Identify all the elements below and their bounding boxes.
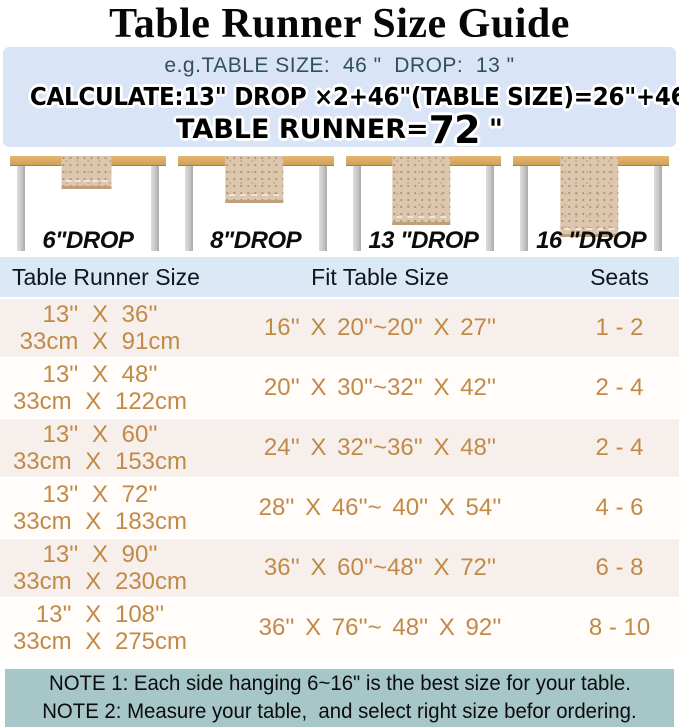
- runner-size-inches: 13'' X 108'': [35, 601, 165, 628]
- table-leg-left: [17, 165, 25, 251]
- seats-cell: 6 - 8: [595, 554, 644, 581]
- table-row: 13'' X 60'' 33cm X 153cm 24'' X 32''~36'…: [0, 419, 679, 479]
- table-leg-right: [486, 165, 495, 251]
- notes-panel: NOTE 1: Each side hanging 6~16" is the b…: [5, 669, 674, 727]
- page-title: Table Runner Size Guide: [109, 0, 570, 47]
- table-leg-right: [654, 165, 662, 251]
- table-row: 13'' X 90'' 33cm X 230cm 36'' X 60''~48'…: [0, 539, 679, 599]
- size-table: Table Runner Size Fit Table Size Seats 1…: [0, 257, 679, 659]
- fit-size-cell: 20'' X 30''~32'' X 42'': [263, 374, 497, 401]
- drop-label: 6"DROP: [42, 227, 134, 254]
- column-header-runner-size: Table Runner Size: [12, 263, 200, 290]
- table-row: 13'' X 36'' 33cm X 91cm 16'' X 20''~20''…: [0, 299, 679, 359]
- runner-size-cell: 13'' X 48'' 33cm X 122cm: [0, 361, 200, 415]
- fit-size-cell: 24'' X 32''~36'' X 48'': [263, 434, 497, 461]
- runner-size-cm: 33cm X 230cm: [12, 568, 188, 595]
- seats-cell: 2 - 4: [595, 434, 644, 461]
- runner-size-cell: 13'' X 90'' 33cm X 230cm: [0, 541, 200, 595]
- size-table-header: Table Runner Size Fit Table Size Seats: [0, 257, 679, 297]
- drop-label: 8"DROP: [210, 227, 302, 254]
- table-illustration-8-drop: 8"DROP: [177, 147, 334, 257]
- calc-formula-line: CALCULATE:13" DROP ×2+46"(TABLE SIZE)=26…: [29, 82, 679, 111]
- table-leg-right: [318, 165, 327, 251]
- fit-size-cell: 28'' X 46''~ 40'' X 54'': [258, 494, 502, 521]
- runner-size-cm: 33cm X 91cm: [19, 328, 181, 355]
- table-runner: [392, 156, 451, 225]
- table-runner: [61, 156, 112, 189]
- seats-cell: 2 - 4: [595, 374, 644, 401]
- size-table-body: 13'' X 36'' 33cm X 91cm 16'' X 20''~20''…: [0, 299, 679, 659]
- drop-label: 13 "DROP: [368, 227, 479, 254]
- runner-size-cell: 13'' X 108'' 33cm X 275cm: [0, 601, 200, 655]
- calculation-panel: e.g.TABLE SIZE: 46 " DROP: 13 " CALCULAT…: [3, 47, 679, 149]
- table-leg-left: [352, 165, 361, 251]
- runner-size-inches: 13'' X 36'': [42, 301, 158, 328]
- seats-cell: 4 - 6: [595, 494, 644, 521]
- fit-size-cell: 16'' X 20''~20'' X 27'': [263, 314, 497, 341]
- seats-cell: 1 - 2: [595, 314, 644, 341]
- table-row: 13'' X 108'' 33cm X 275cm 36'' X 76''~ 4…: [0, 599, 679, 659]
- runner-size-cm: 33cm X 122cm: [12, 388, 188, 415]
- table-row: 13'' X 48'' 33cm X 122cm 20'' X 30''~32'…: [0, 359, 679, 419]
- note-line-1: NOTE 1: Each side hanging 6~16" is the b…: [48, 672, 631, 695]
- table-row: 13'' X 72'' 33cm X 183cm 28'' X 46''~ 40…: [0, 479, 679, 539]
- table-runner: [224, 156, 283, 203]
- note-line-2: NOTE 2: Measure your table, and select r…: [42, 700, 637, 723]
- table-runner: [560, 156, 619, 237]
- runner-size-inches: 13'' X 90'': [42, 541, 158, 568]
- table-leg-right: [150, 165, 159, 251]
- runner-size-cm: 33cm X 275cm: [12, 628, 188, 655]
- calc-result-value: 72: [428, 108, 481, 152]
- table-leg-left: [520, 165, 529, 251]
- example-line: e.g.TABLE SIZE: 46 " DROP: 13 ": [164, 54, 515, 77]
- runner-size-cm: 33cm X 183cm: [12, 508, 188, 535]
- calc-result-prefix: TABLE RUNNER=: [176, 114, 429, 145]
- runner-size-cell: 13'' X 72'' 33cm X 183cm: [0, 481, 200, 535]
- seats-cell: 8 - 10: [588, 614, 651, 641]
- runner-size-cell: 13'' X 36'' 33cm X 91cm: [0, 301, 200, 355]
- table-illustration-16-drop: 16 "DROP: [513, 147, 669, 257]
- fit-size-cell: 36'' X 60''~48'' X 72'': [263, 554, 497, 581]
- table-illustration-6-drop: 6"DROP: [10, 147, 166, 257]
- column-header-fit-size: Fit Table Size: [311, 263, 449, 290]
- column-header-seats: Seats: [590, 263, 649, 290]
- calc-result-line: TABLE RUNNER=72 ": [3, 111, 676, 149]
- table-illustration-13-drop: 13 "DROP: [345, 147, 502, 257]
- runner-size-inches: 13'' X 72'': [42, 481, 158, 508]
- runner-size-inches: 13'' X 48'': [42, 361, 158, 388]
- drop-illustrations: 6"DROP 8"DROP 13 "DROP 16 "DROP: [0, 147, 679, 257]
- calc-result-suffix: ": [479, 114, 503, 145]
- fit-size-cell: 36'' X 76''~ 48'' X 92'': [258, 614, 502, 641]
- drop-label: 16 "DROP: [536, 227, 647, 254]
- runner-size-cell: 13'' X 60'' 33cm X 153cm: [0, 421, 200, 475]
- runner-size-inches: 13'' X 60'': [42, 421, 158, 448]
- runner-size-cm: 33cm X 153cm: [12, 448, 188, 475]
- table-leg-left: [184, 165, 193, 251]
